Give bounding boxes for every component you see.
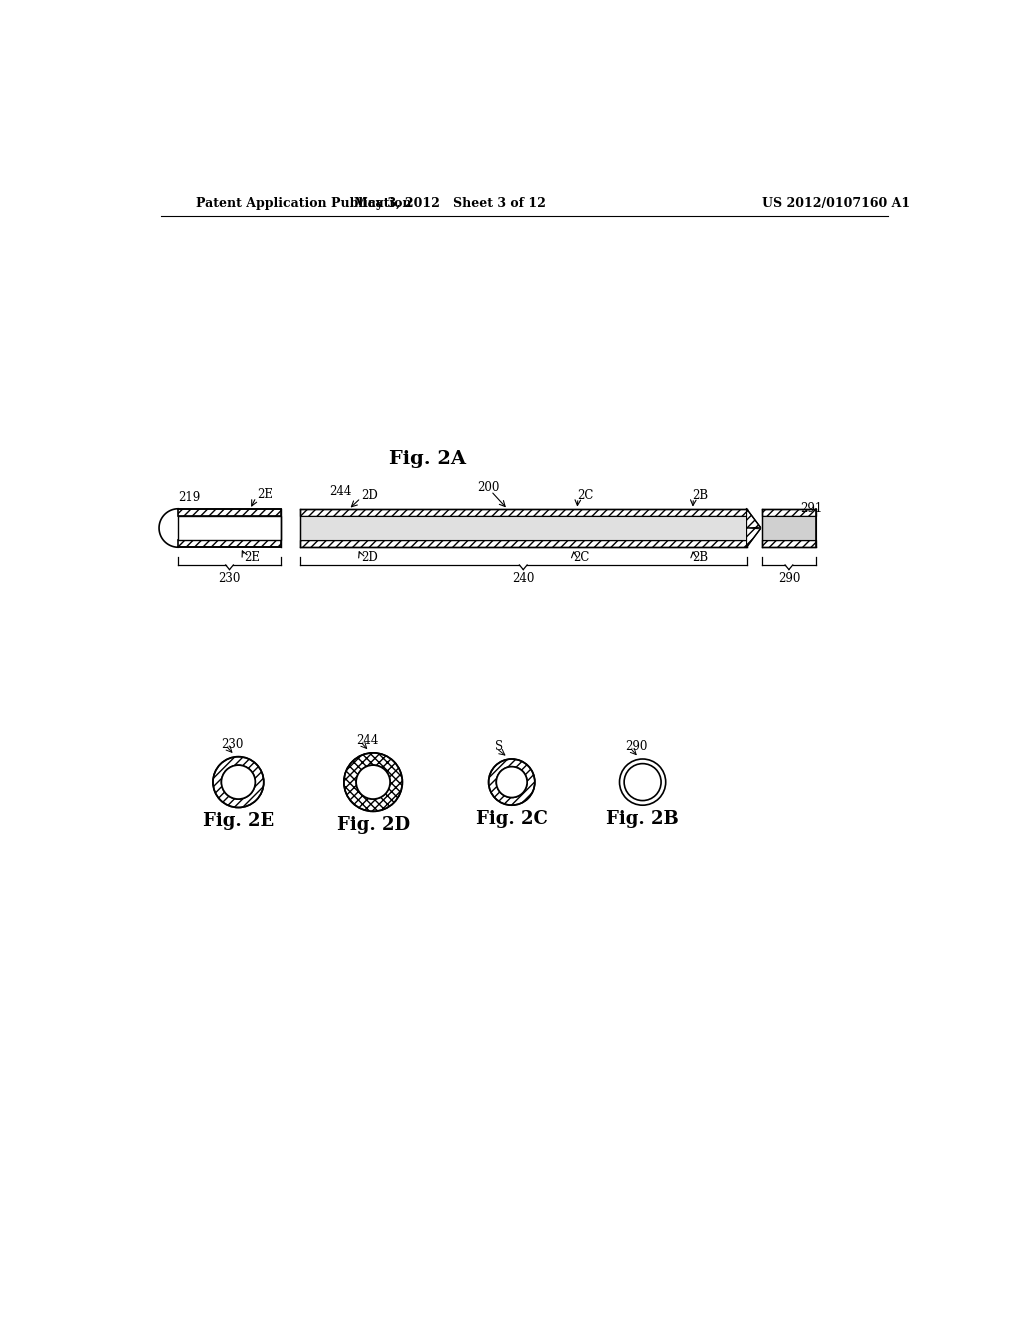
Text: 219: 219 xyxy=(178,491,201,504)
Text: 230: 230 xyxy=(218,573,241,585)
Text: Patent Application Publication: Patent Application Publication xyxy=(196,197,412,210)
Text: 2E: 2E xyxy=(245,550,260,564)
Polygon shape xyxy=(746,528,761,548)
Text: 244: 244 xyxy=(330,484,351,498)
Text: US 2012/0107160 A1: US 2012/0107160 A1 xyxy=(762,197,910,210)
Text: 2D: 2D xyxy=(361,490,378,502)
Text: S: S xyxy=(495,741,503,754)
Wedge shape xyxy=(344,752,402,812)
Text: 2C: 2C xyxy=(573,550,590,564)
Text: Fig. 2A: Fig. 2A xyxy=(388,450,466,467)
Text: 290: 290 xyxy=(626,741,648,754)
Polygon shape xyxy=(746,508,761,528)
Wedge shape xyxy=(213,756,264,808)
Text: 2E: 2E xyxy=(258,488,273,502)
Bar xyxy=(300,508,746,516)
Bar xyxy=(762,508,816,516)
Bar xyxy=(300,516,746,540)
Text: Fig. 2B: Fig. 2B xyxy=(606,810,679,828)
Text: 2B: 2B xyxy=(692,490,709,502)
Text: 2B: 2B xyxy=(692,550,709,564)
Bar xyxy=(762,540,816,548)
Circle shape xyxy=(625,763,662,800)
Circle shape xyxy=(221,766,255,799)
Bar xyxy=(178,508,281,516)
Circle shape xyxy=(620,759,666,805)
Text: 2C: 2C xyxy=(578,490,594,502)
Text: May 3, 2012   Sheet 3 of 12: May 3, 2012 Sheet 3 of 12 xyxy=(354,197,546,210)
Text: Fig. 2C: Fig. 2C xyxy=(476,810,548,828)
Text: Fig. 2E: Fig. 2E xyxy=(203,812,274,830)
Text: 291: 291 xyxy=(801,502,822,515)
Text: 2D: 2D xyxy=(361,550,378,564)
Circle shape xyxy=(356,766,390,799)
Text: 240: 240 xyxy=(512,573,535,585)
Bar xyxy=(178,516,281,540)
Bar xyxy=(178,540,281,548)
Text: Fig. 2D: Fig. 2D xyxy=(337,816,410,834)
Text: 244: 244 xyxy=(356,734,379,747)
Text: 200: 200 xyxy=(477,482,500,495)
Text: 230: 230 xyxy=(221,738,244,751)
Bar xyxy=(300,540,746,548)
Circle shape xyxy=(497,767,527,797)
Text: 290: 290 xyxy=(777,573,800,585)
Wedge shape xyxy=(488,759,535,805)
Bar xyxy=(762,516,816,540)
